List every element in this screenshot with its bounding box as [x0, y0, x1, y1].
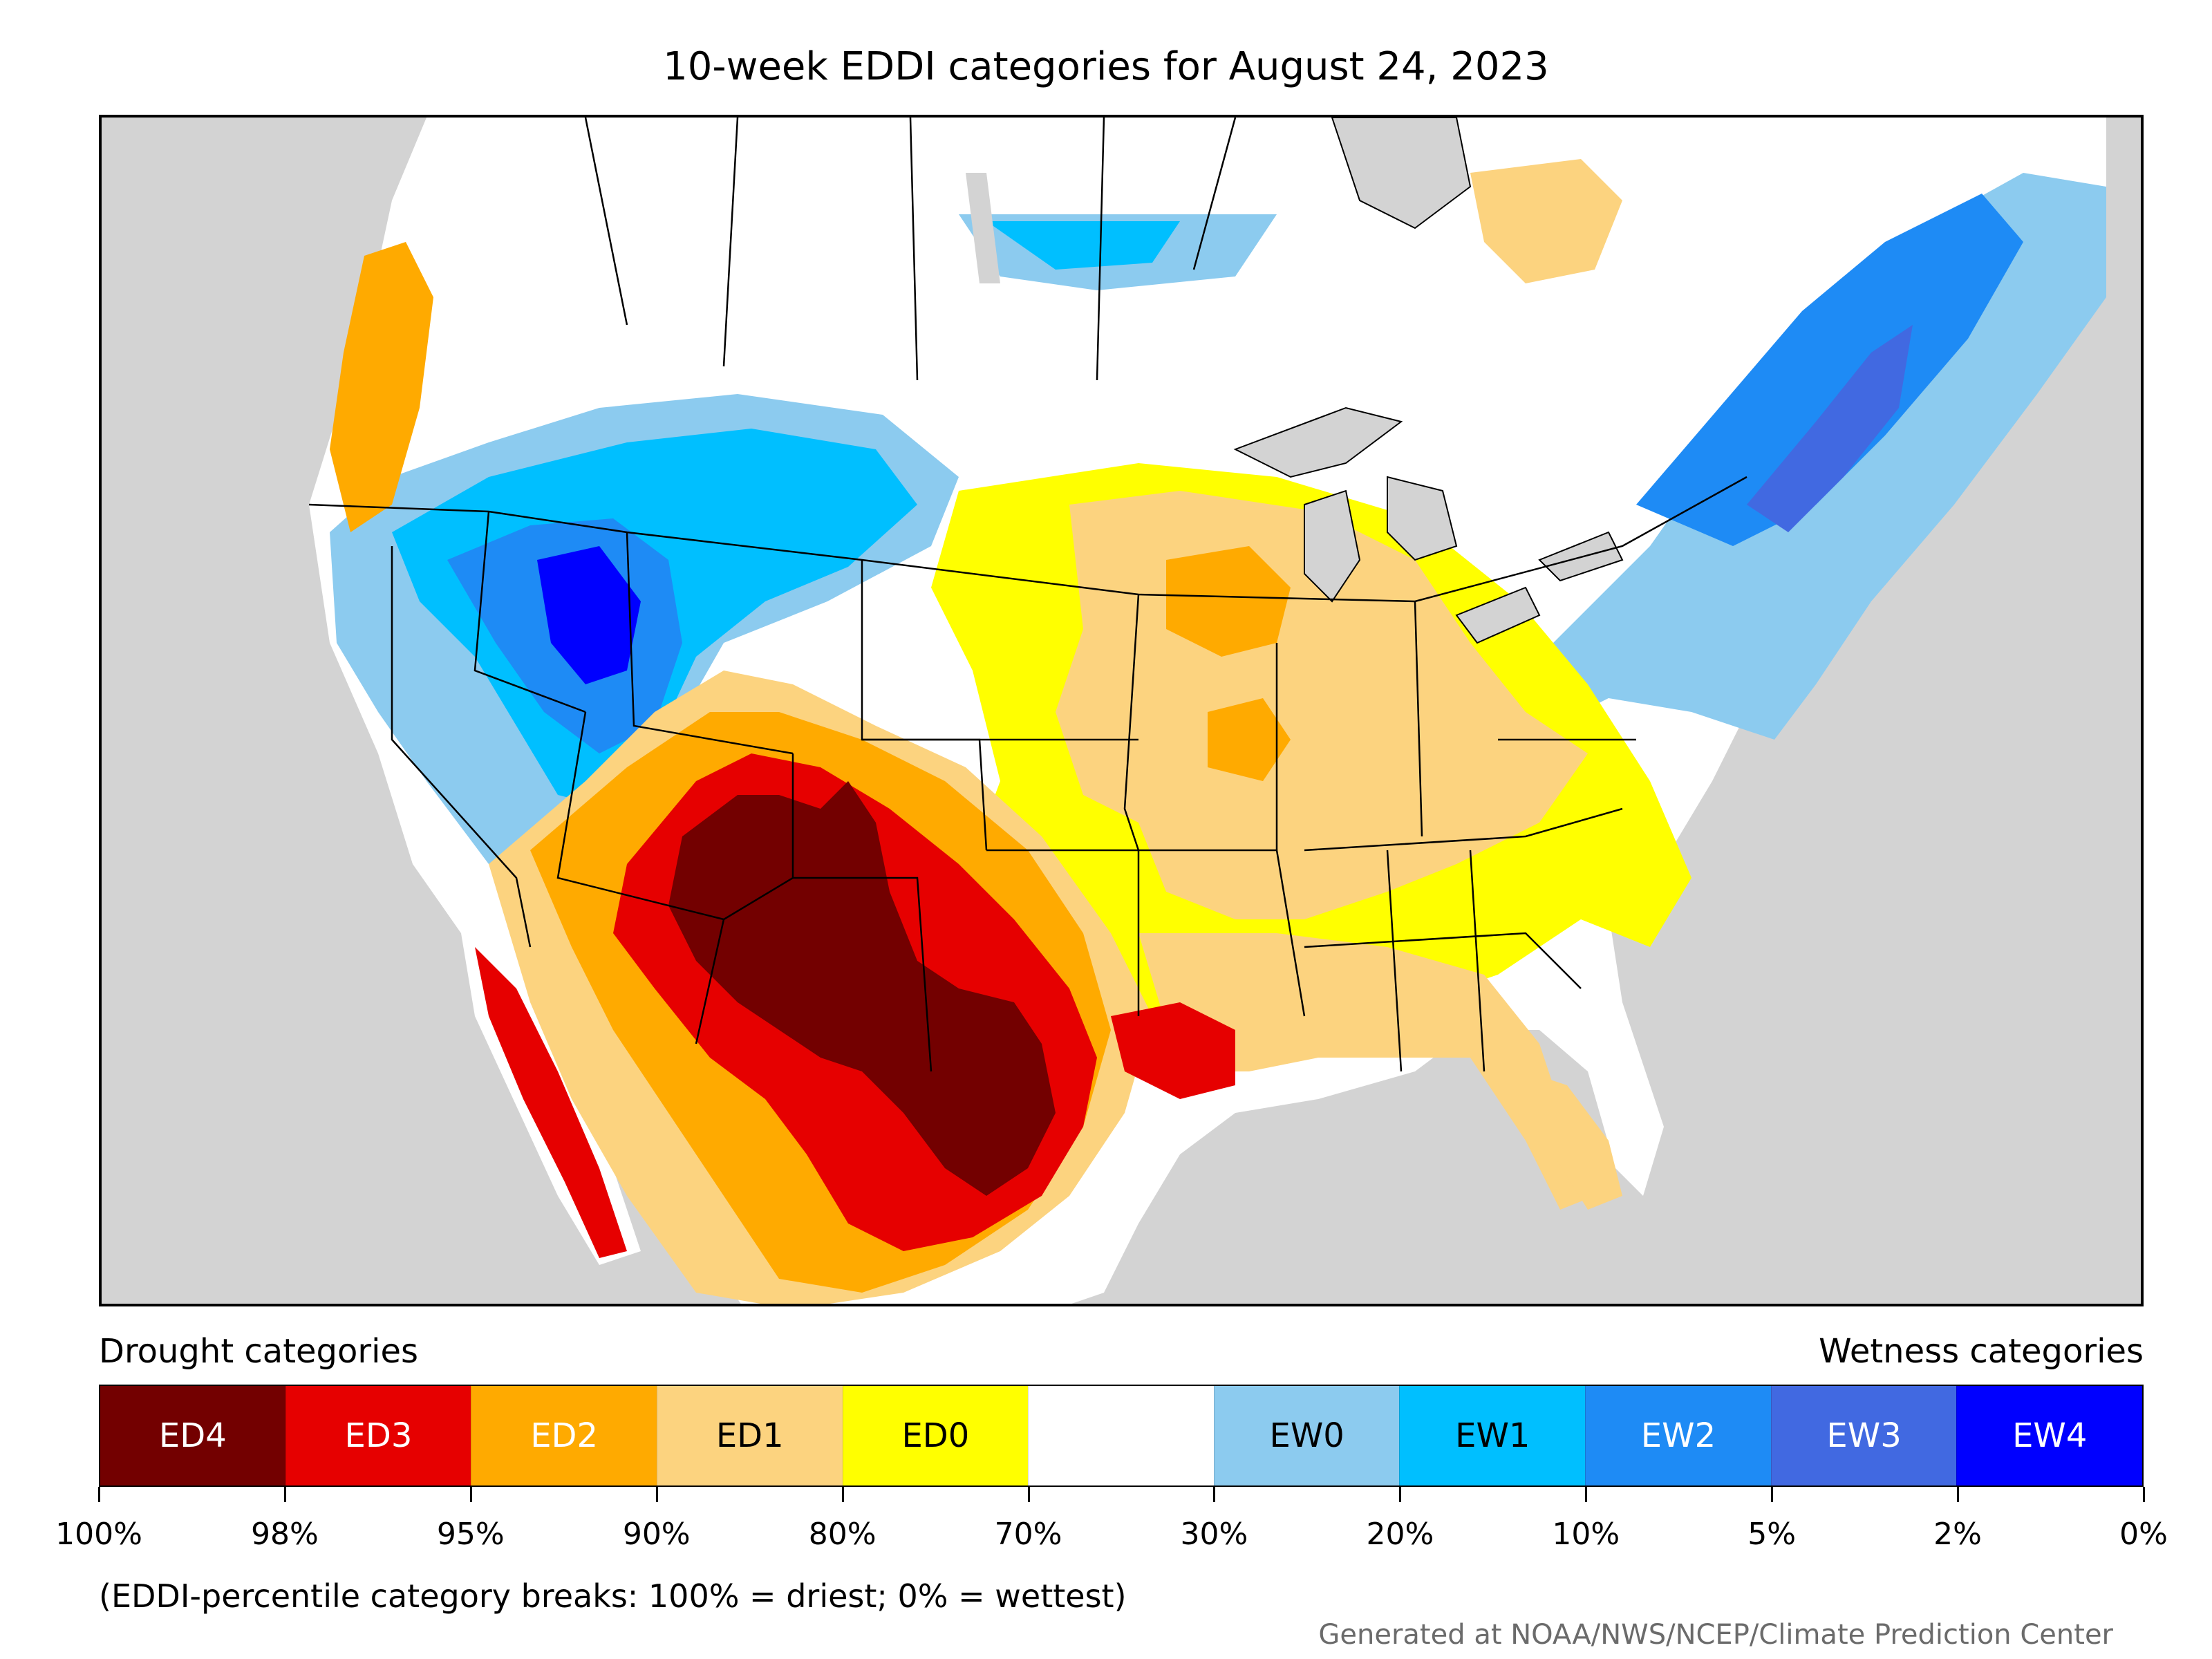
colorbar-tick	[841, 1487, 844, 1502]
map-title: 10-week EDDI categories for August 24, 2…	[663, 44, 1549, 89]
wet-region-canada-prairie-ew1	[986, 221, 1180, 270]
colorbar-tick	[1585, 1487, 1588, 1502]
drought-region-baja-ed3	[475, 947, 627, 1258]
colorbar-ticks	[98, 1487, 2145, 1508]
wetness-categories-heading: Wetness categories	[1819, 1332, 2144, 1371]
colorbar-tick	[469, 1487, 472, 1502]
colorbar-tick-label: 2%	[1933, 1517, 1982, 1552]
drought-region-texas-newmexico-ed4	[668, 781, 1056, 1196]
colorbar-segment-ew0: EW0	[1213, 1386, 1400, 1485]
wet-region-northeast-ew2	[1636, 194, 2023, 546]
credit-line: Generated at NOAA/NWS/NCEP/Climate Predi…	[1318, 1619, 2113, 1651]
colorbar-tick	[1771, 1487, 1774, 1502]
colorbar-segment-neutral	[1028, 1386, 1214, 1485]
colorbar-segment-ed0: ED0	[842, 1386, 1029, 1485]
colorbar-segment-ew4: EW4	[1956, 1386, 2143, 1485]
political-borders	[308, 118, 1747, 1072]
colorbar-tick-label: 100%	[55, 1517, 142, 1552]
colorbar-segment-ew3: EW3	[1770, 1386, 1957, 1485]
drought-region-midwest-ed2	[1166, 546, 1291, 657]
colorbar-tick-label: 20%	[1366, 1517, 1434, 1552]
colorbar-tick-label: 30%	[1180, 1517, 1248, 1552]
drought-region-florida-ed1	[1526, 1071, 1622, 1210]
eddi-map	[102, 118, 2141, 1304]
colorbar-tick	[655, 1487, 658, 1502]
great-lakes	[1233, 406, 1624, 644]
colorbar-tick-label: 10%	[1552, 1517, 1620, 1552]
colorbar-tick	[1957, 1487, 1960, 1502]
colorbar-segment-ed2: ED2	[471, 1386, 657, 1485]
colorbar-segment-ed3: ED3	[285, 1386, 471, 1485]
colorbar-tick-label: 80%	[808, 1517, 877, 1552]
colorbar-tick	[1399, 1487, 1402, 1502]
map-panel	[99, 115, 2144, 1306]
colorbar-tick-label: 70%	[994, 1517, 1062, 1552]
colorbar-tick	[98, 1487, 100, 1502]
lake-winnipeg	[966, 173, 1000, 283]
colorbar-tick-label: 0%	[2119, 1517, 2168, 1552]
category-colorbar: ED4 ED3 ED2 ED1 ED0 EW0 EW1 EW2 EW3 EW4	[99, 1385, 2144, 1487]
wet-region-northwest-ew4	[537, 546, 641, 684]
colorbar-tick	[283, 1487, 286, 1502]
category-breaks-note: (EDDI-percentile category breaks: 100% =…	[99, 1577, 1127, 1615]
drought-region-louisiana-ed3	[1111, 1002, 1235, 1099]
colorbar-tick-label: 95%	[436, 1517, 505, 1552]
drought-region-quebec-ed1	[1470, 159, 1622, 283]
colorbar-tick	[2143, 1487, 2145, 1502]
colorbar-tick-label: 98%	[251, 1517, 319, 1552]
colorbar-tick	[1213, 1487, 1216, 1502]
colorbar-segment-ew2: EW2	[1585, 1386, 1771, 1485]
colorbar-segment-ew1: EW1	[1399, 1386, 1586, 1485]
drought-region-pacific-coast-ed2	[330, 242, 433, 532]
wet-region-northeast-ew3	[1747, 325, 1913, 532]
colorbar-tick-label: 5%	[1747, 1517, 1797, 1552]
colorbar-segment-ed1: ED1	[656, 1386, 843, 1485]
drought-region-missouri-ed2	[1208, 698, 1291, 781]
colorbar-segment-ed4: ED4	[100, 1386, 285, 1485]
drought-categories-heading: Drought categories	[99, 1332, 418, 1371]
colorbar-tick-label: 90%	[622, 1517, 691, 1552]
hudson-bay	[1331, 118, 1472, 229]
colorbar-tick	[1027, 1487, 1030, 1502]
